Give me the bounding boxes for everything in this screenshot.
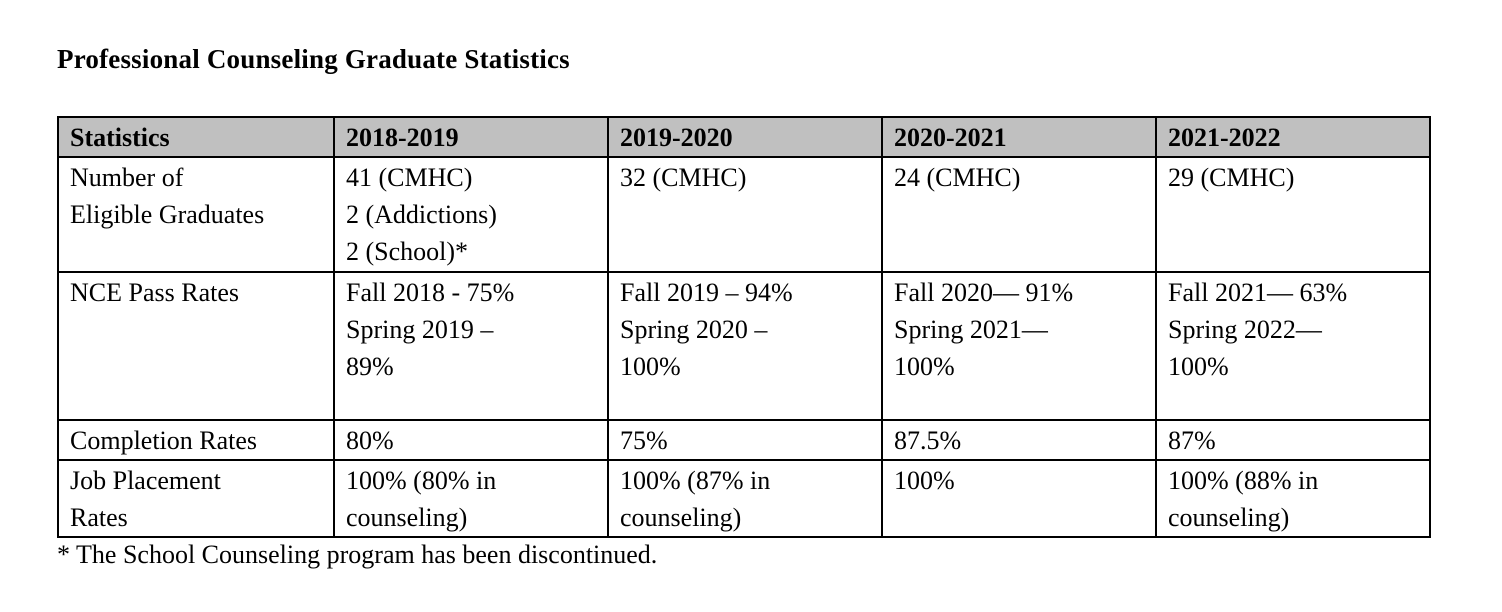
cell-grads-2019-2020: 32 (CMHC) xyxy=(607,156,883,273)
row-label-job-placement-rates: Job Placement Rates xyxy=(57,459,335,538)
cell-job-2020-2021: 100% xyxy=(881,459,1157,538)
column-header-2018-2019: 2018-2019 xyxy=(333,116,609,158)
header-row: Statistics 2018-2019 2019-2020 2020-2021… xyxy=(57,116,1431,158)
table-row-nce-pass-rates: NCE Pass Rates Fall 2018 - 75% Spring 20… xyxy=(57,271,1431,421)
row-label-eligible-graduates: Number of Eligible Graduates xyxy=(57,156,335,273)
cell-job-2019-2020: 100% (87% in counseling) xyxy=(607,459,883,538)
cell-nce-2019-2020: Fall 2019 – 94% Spring 2020 – 100% xyxy=(607,271,883,421)
cell-comp-2020-2021: 87.5% xyxy=(881,419,1157,461)
cell-comp-2018-2019: 80% xyxy=(333,419,609,461)
cell-job-2021-2022: 100% (88% in counseling) xyxy=(1155,459,1431,538)
row-label-nce-pass-rates: NCE Pass Rates xyxy=(57,271,335,421)
cell-comp-2021-2022: 87% xyxy=(1155,419,1431,461)
column-header-2021-2022: 2021-2022 xyxy=(1155,116,1431,158)
cell-grads-2020-2021: 24 (CMHC) xyxy=(881,156,1157,273)
page-title: Professional Counseling Graduate Statist… xyxy=(57,44,570,74)
graduate-statistics-table: Statistics 2018-2019 2019-2020 2020-2021… xyxy=(57,116,1431,538)
cell-job-2018-2019: 100% (80% in counseling) xyxy=(333,459,609,538)
cell-grads-2018-2019: 41 (CMHC) 2 (Addictions) 2 (School)* xyxy=(333,156,609,273)
table-row-eligible-graduates: Number of Eligible Graduates 41 (CMHC) 2… xyxy=(57,156,1431,273)
column-header-2020-2021: 2020-2021 xyxy=(881,116,1157,158)
row-label-completion-rates: Completion Rates xyxy=(57,419,335,461)
cell-grads-2021-2022: 29 (CMHC) xyxy=(1155,156,1431,273)
column-header-2019-2020: 2019-2020 xyxy=(607,116,883,158)
column-header-statistics: Statistics xyxy=(57,116,335,158)
cell-comp-2019-2020: 75% xyxy=(607,419,883,461)
school-counseling-footnote: * The School Counseling program has been… xyxy=(57,540,658,569)
table-row-job-placement-rates: Job Placement Rates 100% (80% in counsel… xyxy=(57,459,1431,538)
cell-nce-2020-2021: Fall 2020— 91% Spring 2021— 100% xyxy=(881,271,1157,421)
cell-nce-2018-2019: Fall 2018 - 75% Spring 2019 – 89% xyxy=(333,271,609,421)
cell-nce-2021-2022: Fall 2021— 63% Spring 2022— 100% xyxy=(1155,271,1431,421)
table-row-completion-rates: Completion Rates 80% 75% 87.5% 87% xyxy=(57,419,1431,461)
